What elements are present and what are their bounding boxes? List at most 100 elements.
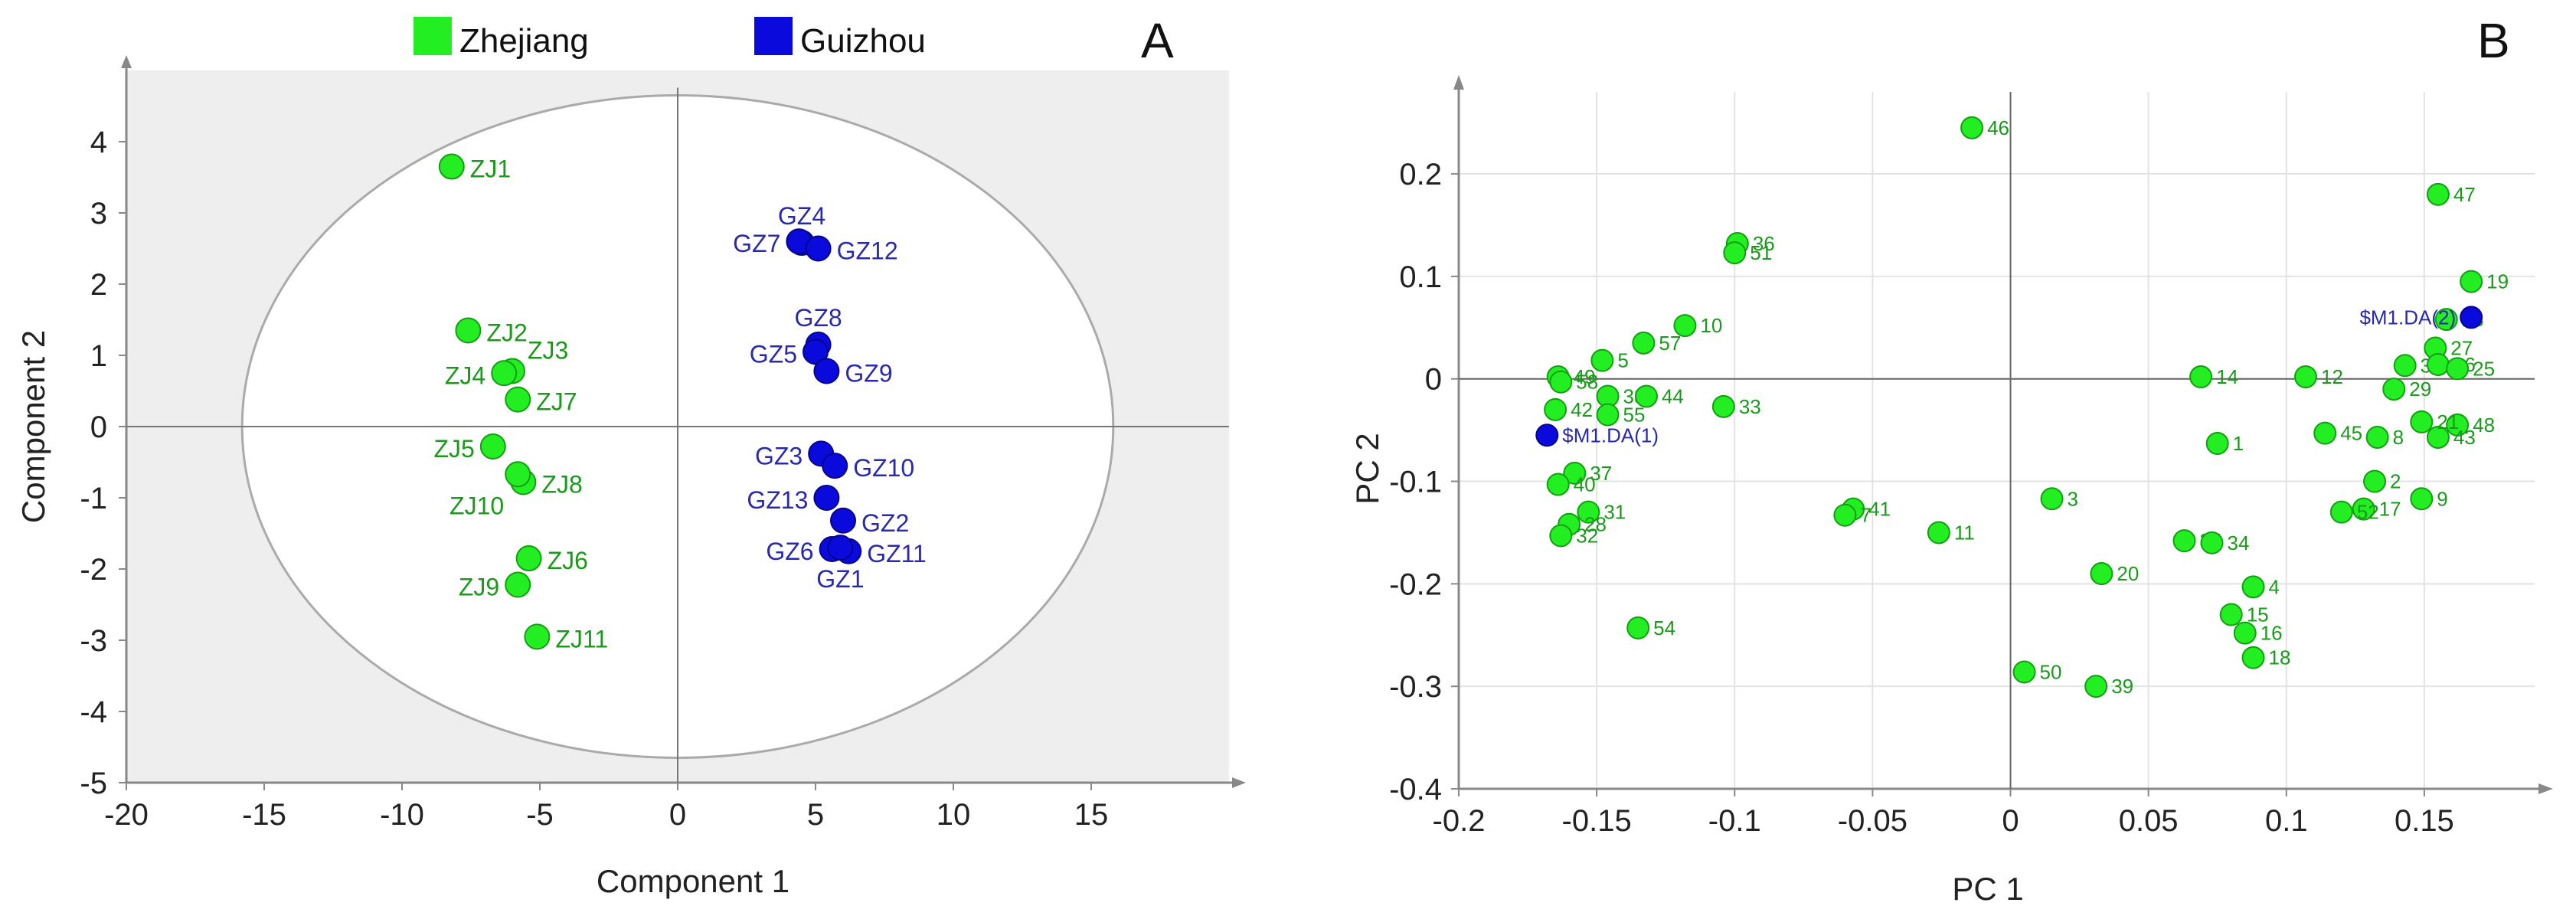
panel-b-point-label-m1-da-2: $M1.DA(2) bbox=[2359, 306, 2456, 329]
panel-b-point-29 bbox=[2382, 378, 2406, 401]
panel-a-x-tick-label: 5 bbox=[807, 798, 824, 832]
panel-a-point-label-zj2: ZJ2 bbox=[486, 319, 527, 346]
panel-a-point-zj2 bbox=[455, 317, 482, 344]
panel-b-point-label-51: 51 bbox=[1750, 241, 1772, 264]
panel-b-point-label-9: 9 bbox=[2437, 487, 2447, 510]
panel-b-point-1 bbox=[2205, 432, 2229, 456]
panel-a-point-gz9 bbox=[813, 358, 840, 384]
panel-a-point-label-zj11: ZJ11 bbox=[555, 625, 608, 652]
panel-a-point-label-zj3: ZJ3 bbox=[528, 336, 568, 364]
panel-b-point-label-1: 1 bbox=[2233, 432, 2244, 455]
panel-b-point-55 bbox=[1596, 403, 1620, 427]
panel-b-point-label-16: 16 bbox=[2261, 622, 2283, 645]
panel-b-y-tick-label: -0.2 bbox=[1389, 567, 1442, 601]
panel-b-point-label-54: 54 bbox=[1653, 616, 1675, 639]
panel-b-x-tick-label: -0.15 bbox=[1562, 804, 1632, 838]
panel-b-point-label-44: 44 bbox=[1662, 384, 1684, 407]
panel-b-x-tick-label: 0.05 bbox=[2119, 804, 2179, 838]
panel-b-point-46 bbox=[1960, 116, 1984, 139]
panel-b-point-25 bbox=[2446, 357, 2470, 381]
panel-b-axes bbox=[1453, 75, 2553, 794]
panel-b-point-label-58: 58 bbox=[1576, 371, 1598, 394]
panel-b-x-tick-label: 0.15 bbox=[2395, 804, 2454, 838]
panel-a-x-tick-label: 15 bbox=[1074, 798, 1109, 832]
panel-b-point-label-41: 41 bbox=[1868, 498, 1891, 521]
panel-a-point-zj6 bbox=[515, 545, 542, 572]
panel-b-point-15 bbox=[2219, 603, 2243, 626]
panel-b-y-tick-label: -0.4 bbox=[1389, 773, 1442, 806]
panel-a-point-zj7 bbox=[505, 386, 531, 413]
panel-b-point-12 bbox=[2293, 365, 2317, 389]
panel-b-point-label-42: 42 bbox=[1571, 398, 1593, 421]
panel-a-point-zj1 bbox=[438, 153, 465, 180]
panel-b-point-14 bbox=[2189, 365, 2213, 389]
panel-b-y-axis-label: PC 2 bbox=[1349, 433, 1385, 504]
panel-b-point-21 bbox=[2410, 410, 2434, 433]
panel-a-y-tick-label: 1 bbox=[90, 339, 107, 373]
panel-b-point-11 bbox=[1927, 521, 1950, 545]
panel-a-x-tick-label: -15 bbox=[242, 798, 286, 832]
panel-b-point-34 bbox=[2200, 531, 2224, 554]
panel-a-point-zj5 bbox=[479, 433, 506, 460]
panel-a-point-gz12 bbox=[805, 235, 832, 262]
legend-label-guizhou: Guizhou bbox=[800, 22, 926, 60]
panel-b-point-50 bbox=[2012, 660, 2036, 684]
panel-b-point-30 bbox=[2393, 354, 2417, 378]
panel-b-point-label-20: 20 bbox=[2117, 562, 2139, 585]
panel-a-y-tick-label: -3 bbox=[80, 624, 107, 658]
panel-a-x-tick-label: 0 bbox=[669, 798, 686, 832]
panel-a-y-axis-label: Component 2 bbox=[15, 330, 51, 523]
panel-b-point-label-5: 5 bbox=[1617, 349, 1628, 372]
panel-b-point-label-27: 27 bbox=[2450, 337, 2473, 360]
panel-b-points: 4647193651105754958384442553314121458293… bbox=[1535, 116, 2509, 698]
panel-a-point-label-gz8: GZ8 bbox=[794, 304, 842, 332]
panel-a-point-label-zj9: ZJ9 bbox=[459, 573, 499, 600]
panel-b-y-tick-label: 0.1 bbox=[1399, 260, 1442, 294]
panel-b-point-m1-da-1 bbox=[1535, 424, 1559, 447]
panel-b-point-label-34: 34 bbox=[2228, 531, 2250, 554]
panel-b-point-label-31: 31 bbox=[1603, 501, 1626, 524]
panel-b-point-2 bbox=[2363, 469, 2387, 493]
panel-a-point-label-gz3: GZ3 bbox=[755, 442, 803, 469]
panel-b-point-58 bbox=[1549, 370, 1573, 394]
panel-a-letter: A bbox=[1141, 13, 1174, 68]
panel-b-point-label-14: 14 bbox=[2216, 365, 2238, 388]
panel-b-point-43 bbox=[2426, 425, 2450, 449]
panel-b-point-label-33: 33 bbox=[1739, 395, 1761, 418]
panel-b-y-tick-label: -0.1 bbox=[1389, 466, 1442, 499]
panel-b-point-label-52: 52 bbox=[2357, 501, 2379, 524]
panel-a-y-tick-label: 2 bbox=[90, 268, 107, 302]
panel-a-x-tick-label: -5 bbox=[526, 798, 554, 832]
panel-b-point-47 bbox=[2426, 182, 2450, 206]
panel-b-point-32 bbox=[1549, 524, 1573, 548]
panel-b-point-label-12: 12 bbox=[2321, 365, 2343, 388]
panel-b-point-label-m1-da-1: $M1.DA(1) bbox=[1562, 424, 1659, 446]
panel-b-point-label-47: 47 bbox=[2453, 183, 2476, 206]
legend-swatch-guizhou bbox=[754, 17, 793, 55]
panel-a-point-label-gz4: GZ4 bbox=[778, 202, 825, 230]
panel-b-point-label-49: 49 bbox=[1574, 365, 1596, 388]
panel-a-x-arrow bbox=[1232, 777, 1246, 788]
panel-a-point-gz2 bbox=[830, 507, 856, 534]
panel-b-x-tick-label: 0 bbox=[2002, 804, 2019, 838]
panel-b-point-39 bbox=[2084, 675, 2108, 698]
panel-b-point-label-43: 43 bbox=[2453, 426, 2476, 449]
panel-b-point-label-36: 36 bbox=[1753, 232, 1775, 255]
panel-b-point-label-37: 37 bbox=[1590, 462, 1612, 485]
panel-b-point-42 bbox=[1544, 397, 1568, 421]
panel-a-point-label-zj10: ZJ10 bbox=[449, 492, 504, 519]
panel-a-x-tick-label: 10 bbox=[937, 798, 971, 832]
legend-label-zhejiang: Zhejiang bbox=[459, 22, 589, 60]
panel-b-point-23 bbox=[2434, 308, 2458, 332]
panel-b-point-57 bbox=[1632, 331, 1656, 355]
panel-b-point-52 bbox=[2329, 500, 2353, 524]
panel-b-point-label-45: 45 bbox=[2340, 422, 2362, 445]
panel-a-y-tick-label: -2 bbox=[80, 553, 107, 587]
panel-a-y-tick-label: -1 bbox=[80, 482, 107, 515]
panel-b-point-5 bbox=[1590, 348, 1614, 372]
panel-b-point-label-28: 28 bbox=[1584, 513, 1607, 536]
panel-a-point-label-gz11: GZ11 bbox=[867, 540, 927, 567]
panel-a-point-label-gz7: GZ7 bbox=[733, 230, 780, 257]
